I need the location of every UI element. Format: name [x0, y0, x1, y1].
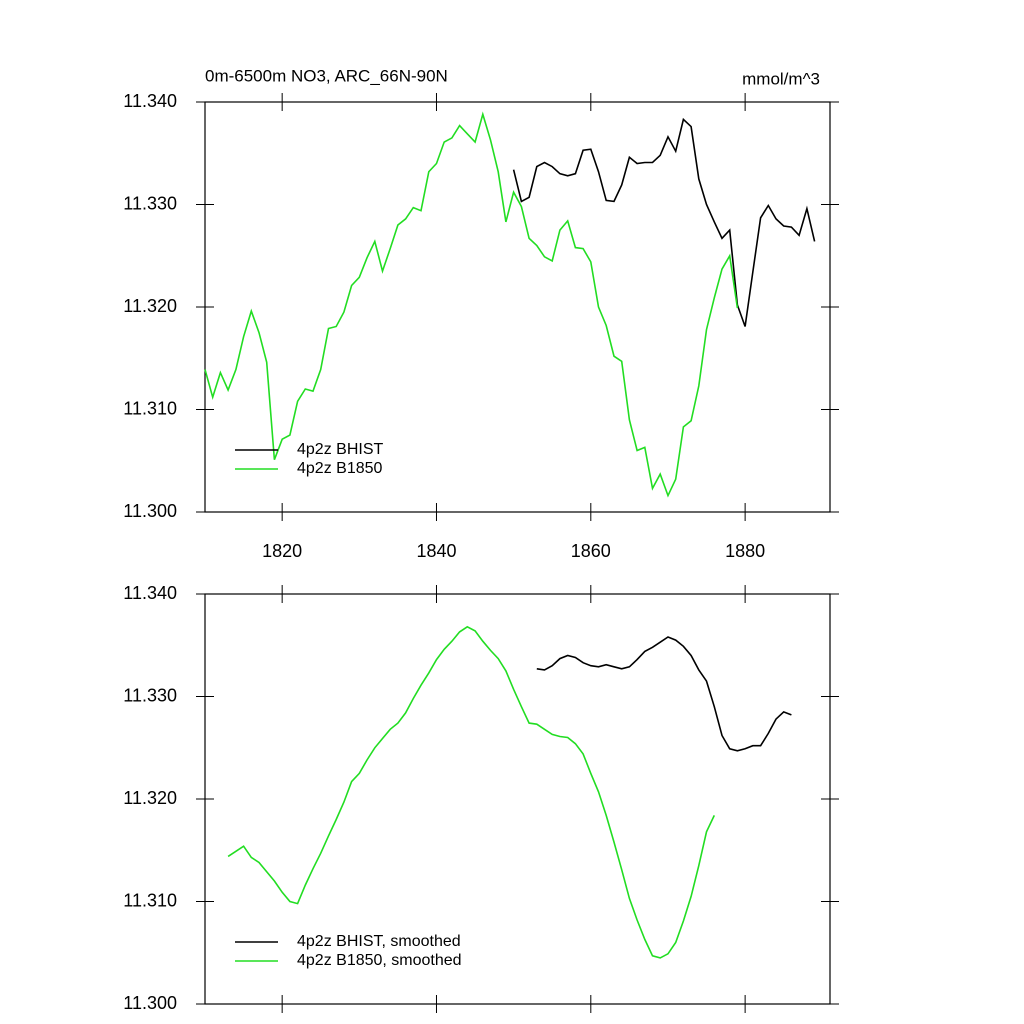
x-tick-label: 1840 — [416, 541, 456, 561]
data-line — [204, 111, 739, 498]
units-label: mmol/m^3 — [742, 69, 820, 88]
data-line — [227, 625, 716, 959]
y-tick-label: 11.300 — [123, 993, 177, 1013]
chart-title: 0m-6500m NO3, ARC_66N-90N — [205, 66, 448, 85]
legend-label: 4p2z B1850 — [297, 460, 383, 477]
data-line — [512, 117, 816, 327]
y-tick-label: 11.340 — [123, 91, 177, 111]
y-tick-label: 11.340 — [123, 583, 177, 603]
y-tick-label: 11.300 — [123, 501, 177, 521]
y-tick-label: 11.330 — [123, 193, 177, 213]
legend-label: 4p2z B1850, smoothed — [297, 952, 462, 969]
legend-label: 4p2z BHIST, smoothed — [297, 933, 461, 950]
x-tick-label: 1880 — [725, 541, 765, 561]
data-line — [536, 636, 792, 752]
plot: 11.300 11.310 11.320 11.330 11.340 1820 1840 18… — [123, 66, 839, 561]
x-tick-label: 1820 — [262, 541, 302, 561]
y-tick-label: 11.310 — [123, 398, 177, 418]
x-tick-label: 1860 — [571, 541, 611, 561]
y-tick-label: 11.320 — [123, 296, 177, 316]
plot: 11.300 11.310 11.320 11.330 11.340 4p2z BHIST… — [123, 583, 839, 1013]
y-tick-label: 11.330 — [123, 685, 177, 705]
y-tick-label: 11.320 — [123, 788, 177, 808]
y-tick-label: 11.310 — [123, 890, 177, 910]
legend-label: 4p2z BHIST — [297, 441, 383, 458]
